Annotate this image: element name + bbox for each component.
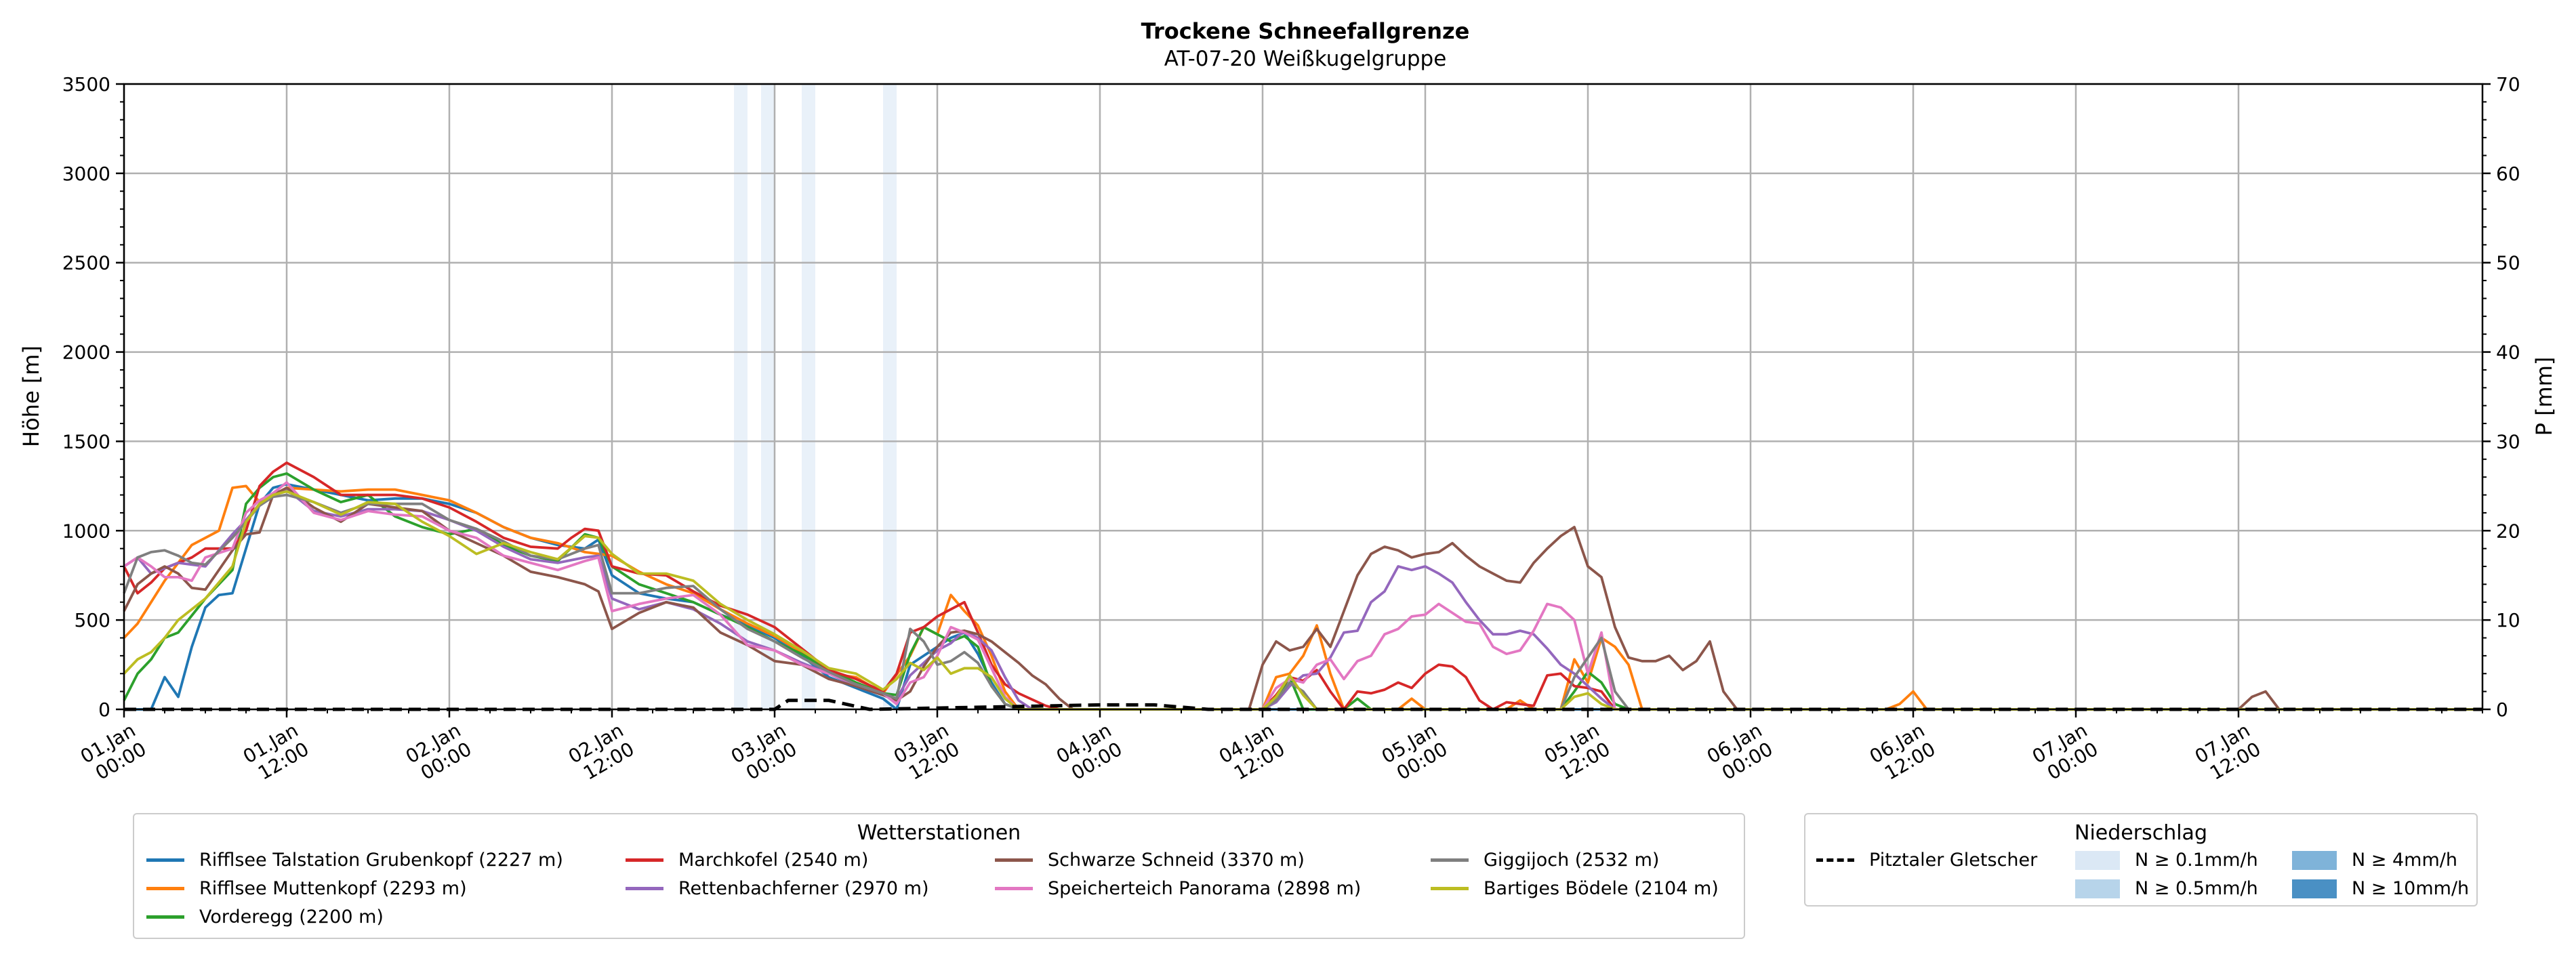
station-legend-item: Vorderegg (2200 m) xyxy=(146,907,384,928)
dashed-line-swatch xyxy=(1816,858,1854,862)
x-tick-label: 06.Jan00:00 xyxy=(1703,719,1776,787)
precip-band xyxy=(734,84,748,709)
x-tick-label: 01.Jan00:00 xyxy=(77,719,150,787)
precip-class-item: N ≥ 0.1mm/h xyxy=(2075,850,2258,871)
station-legend-label: Rettenbachferner (2970 m) xyxy=(678,878,929,899)
station-legend-item: Speicherteich Panorama (2898 m) xyxy=(995,878,1361,899)
reference-dashed-line xyxy=(124,699,2482,711)
y-axis-label: Höhe [m] xyxy=(18,346,44,447)
y2-tick-label: 40 xyxy=(2496,341,2520,364)
y2-tick-label: 60 xyxy=(2496,163,2520,185)
series-line xyxy=(123,472,2482,711)
station-legend-item: Rettenbachferner (2970 m) xyxy=(626,878,929,899)
series-group xyxy=(123,461,2482,711)
plot-frame xyxy=(123,83,2484,711)
x-tick-label: 07.Jan00:00 xyxy=(2028,719,2102,787)
station-legend-item: Giggijoch (2532 m) xyxy=(1431,850,1659,871)
precip-legend-line-item: Pitztaler Gletscher xyxy=(1816,850,2037,871)
station-legend-label: Bartiges Bödele (2104 m) xyxy=(1484,878,1719,899)
x-tick-label: 04.Jan00:00 xyxy=(1052,719,1126,787)
stations-legend: Wetterstationen Rifflsee Talstation Grub… xyxy=(133,813,1745,939)
station-legend-label: Rifflsee Talstation Grubenkopf (2227 m) xyxy=(199,850,563,871)
precip-class-swatch xyxy=(2292,850,2337,870)
x-tick-label: 05.Jan00:00 xyxy=(1378,719,1451,787)
precip-legend-title: Niederschlag xyxy=(2074,821,2207,845)
station-legend-label: Speicherteich Panorama (2898 m) xyxy=(1048,878,1362,899)
precip-legend: Niederschlag Pitztaler Gletscher N ≥ 0.1… xyxy=(1804,813,2478,907)
station-line-swatch xyxy=(1431,887,1469,890)
station-legend-item: Bartiges Bödele (2104 m) xyxy=(1431,878,1719,899)
station-line-swatch xyxy=(626,858,663,862)
y-tick-label: 500 xyxy=(75,609,110,631)
y-tick-label: 0 xyxy=(98,699,110,721)
y-tick-label: 2000 xyxy=(62,341,110,364)
x-tick-label: 05.Jan12:00 xyxy=(1540,719,1614,787)
station-line-swatch xyxy=(146,915,184,919)
precip-class-item: N ≥ 0.5mm/h xyxy=(2075,878,2258,899)
precip-class-label: N ≥ 0.1mm/h xyxy=(2135,850,2258,871)
station-line-swatch xyxy=(146,887,184,890)
axes: 0 500 1000 1500 2000 2500 3000 3500 0 10 20 30 40 50 6… xyxy=(62,73,2520,787)
x-tick-label: 01.Jan12:00 xyxy=(239,719,312,787)
station-line-swatch xyxy=(1431,858,1469,862)
station-legend-item: Rifflsee Muttenkopf (2293 m) xyxy=(146,878,467,899)
precip-class-swatch xyxy=(2075,879,2120,898)
station-legend-label: Marchkofel (2540 m) xyxy=(678,850,869,871)
series-line xyxy=(123,490,2482,711)
y2-tick-label: 50 xyxy=(2496,252,2520,274)
x-tick-label: 02.Jan00:00 xyxy=(402,719,475,787)
station-line-swatch xyxy=(146,858,184,862)
y-tick-label: 3500 xyxy=(62,73,110,96)
y2-tick-label: 0 xyxy=(2496,699,2508,721)
x-tick-label: 04.Jan12:00 xyxy=(1215,719,1288,787)
station-line-swatch xyxy=(995,858,1033,862)
series-line xyxy=(123,488,2482,711)
x-tick-label: 02.Jan12:00 xyxy=(565,719,638,787)
series-line xyxy=(123,481,2482,711)
station-legend-item: Marchkofel (2540 m) xyxy=(626,850,868,871)
precip-band xyxy=(802,84,815,709)
precip-band xyxy=(883,84,897,709)
precip-class-label: N ≥ 4mm/h xyxy=(2352,850,2457,871)
station-legend-label: Vorderegg (2200 m) xyxy=(199,907,384,928)
station-legend-item: Schwarze Schneid (3370 m) xyxy=(995,850,1305,871)
y2-tick-label: 20 xyxy=(2496,520,2520,542)
y2-tick-label: 10 xyxy=(2496,609,2520,631)
y-tick-label: 1000 xyxy=(62,520,110,542)
x-tick-label: 06.Jan12:00 xyxy=(1866,719,1939,787)
series-line xyxy=(123,486,2482,711)
precip-band xyxy=(761,84,775,709)
precip-bands xyxy=(734,84,897,709)
precip-class-item: N ≥ 4mm/h xyxy=(2292,850,2457,871)
y-tick-label: 3000 xyxy=(62,163,110,185)
precip-class-item: N ≥ 10mm/h xyxy=(2292,878,2469,899)
precip-legend-line-label: Pitztaler Gletscher xyxy=(1869,850,2038,871)
precip-class-label: N ≥ 10mm/h xyxy=(2352,878,2470,899)
precip-class-label: N ≥ 0.5mm/h xyxy=(2135,878,2258,899)
station-legend-label: Schwarze Schneid (3370 m) xyxy=(1048,850,1305,871)
precip-class-swatch xyxy=(2292,879,2337,898)
station-line-swatch xyxy=(626,887,663,890)
chart-title: Trockene Schneefallgrenze xyxy=(1141,18,1470,44)
y2-tick-label: 30 xyxy=(2496,430,2520,453)
series-line xyxy=(123,493,2482,711)
y2-tick-label: 70 xyxy=(2496,73,2520,96)
x-tick-label: 03.Jan00:00 xyxy=(727,719,800,787)
y-tick-label: 1500 xyxy=(62,430,110,453)
y2-axis-label: P [mm] xyxy=(2531,357,2557,436)
precip-class-swatch xyxy=(2075,850,2120,870)
y-tick-label: 2500 xyxy=(62,252,110,274)
station-legend-label: Rifflsee Muttenkopf (2293 m) xyxy=(199,878,467,899)
x-tick-label: 03.Jan12:00 xyxy=(890,719,963,787)
station-legend-label: Giggijoch (2532 m) xyxy=(1484,850,1660,871)
station-legend-item: Rifflsee Talstation Grubenkopf (2227 m) xyxy=(146,850,563,871)
x-tick-label: 07.Jan12:00 xyxy=(2191,719,2264,787)
chart-subtitle: AT-07-20 Weißkugelgruppe xyxy=(1164,47,1447,71)
grid xyxy=(123,83,2482,711)
series-line xyxy=(123,461,2482,711)
station-line-swatch xyxy=(995,887,1033,890)
stations-legend-title: Wetterstationen xyxy=(857,821,1021,845)
